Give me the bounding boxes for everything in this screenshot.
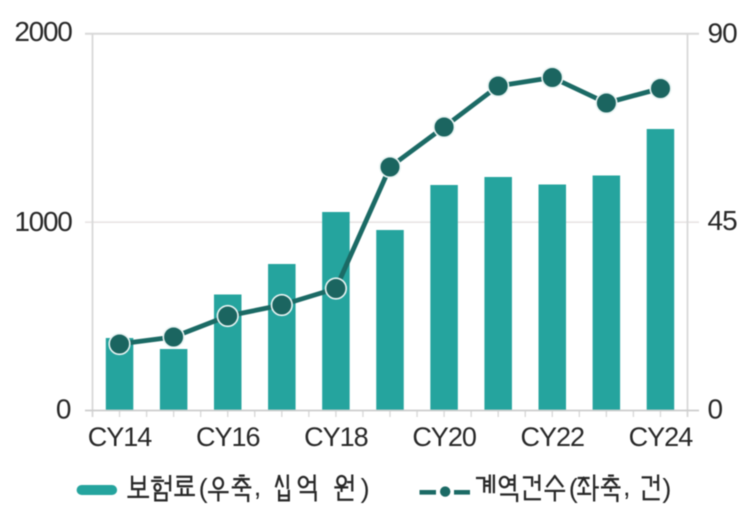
- svg-text:CY20: CY20: [412, 422, 476, 452]
- svg-text:90: 90: [708, 18, 738, 49]
- svg-text:(: (: [569, 474, 578, 504]
- svg-text:CY18: CY18: [304, 422, 368, 452]
- svg-text:CY16: CY16: [196, 422, 260, 452]
- svg-text:2000: 2000: [14, 16, 72, 47]
- svg-text:1000: 1000: [14, 206, 72, 237]
- svg-text:): ): [662, 474, 671, 504]
- svg-text:0: 0: [56, 393, 72, 424]
- svg-text:(: (: [199, 474, 208, 504]
- svg-text:): ): [361, 474, 370, 504]
- svg-text:,: ,: [623, 472, 631, 502]
- svg-text:CY22: CY22: [520, 422, 584, 452]
- svg-text:CY24: CY24: [629, 422, 694, 452]
- svg-text:CY14: CY14: [88, 422, 153, 452]
- svg-text:45: 45: [708, 205, 738, 236]
- svg-text:,: ,: [254, 472, 262, 502]
- svg-text:0: 0: [708, 393, 724, 424]
